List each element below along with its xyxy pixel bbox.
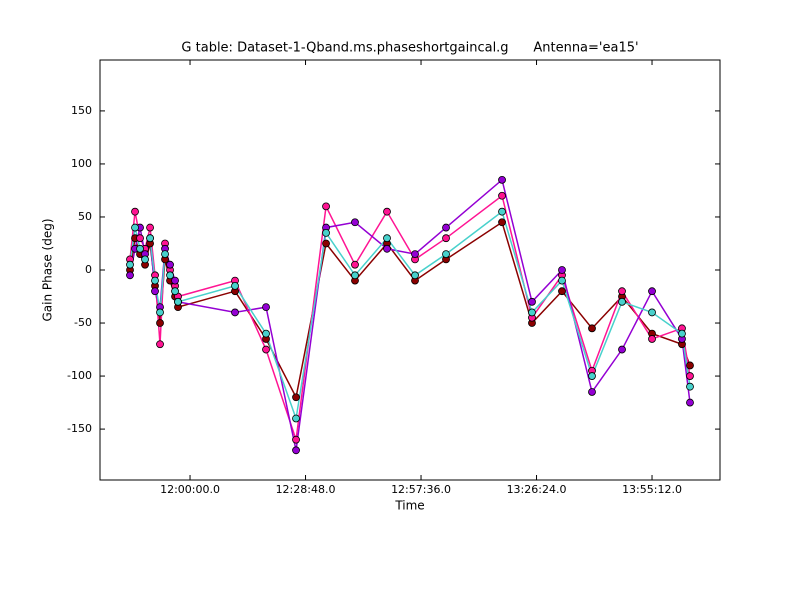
data-point (141, 255, 149, 264)
x-tick-label: 12:57:36.0 (391, 483, 451, 496)
data-point (411, 250, 419, 258)
data-point (262, 345, 270, 354)
data-point (166, 271, 174, 280)
plot-area (126, 175, 694, 455)
data-point (351, 218, 359, 227)
data-point (322, 202, 330, 211)
data-point (383, 244, 391, 253)
data-point (351, 271, 359, 280)
data-point (146, 223, 154, 232)
data-point (383, 234, 391, 243)
data-point (498, 175, 506, 184)
data-point (171, 276, 179, 285)
data-point (588, 388, 596, 396)
y-tick-label: 50 (78, 210, 92, 223)
y-tick-label: 0 (85, 263, 92, 276)
data-point (151, 287, 159, 296)
data-point (292, 414, 300, 423)
data-point (231, 282, 239, 290)
data-point (231, 308, 239, 317)
data-point (678, 329, 686, 338)
data-point (411, 271, 419, 280)
data-point (322, 239, 330, 248)
data-point (686, 372, 694, 380)
data-point (686, 398, 694, 407)
data-point (588, 324, 596, 333)
data-point (171, 287, 179, 296)
data-point (156, 308, 164, 317)
data-point (131, 223, 139, 232)
data-point (442, 223, 450, 232)
data-point (292, 393, 300, 402)
x-tick-label: 13:26:24.0 (507, 483, 567, 496)
data-point (156, 340, 164, 349)
data-point (618, 297, 626, 306)
y-tick-label: 150 (71, 104, 92, 117)
x-tick-label: 12:28:48.0 (276, 483, 336, 496)
data-point (528, 297, 536, 306)
data-point (131, 207, 139, 216)
data-point (156, 319, 164, 327)
data-point (588, 372, 596, 380)
data-point (618, 287, 626, 296)
data-point (146, 234, 154, 243)
data-point (292, 446, 300, 455)
y-tick-label: -50 (74, 316, 92, 329)
y-tick-label: 100 (71, 157, 92, 170)
data-point (292, 435, 300, 444)
data-point (322, 228, 330, 237)
data-point (498, 218, 506, 227)
data-point (498, 191, 506, 200)
chart-title: G table: Dataset-1-Qband.ms.phaseshortga… (181, 41, 638, 56)
data-point (126, 271, 134, 280)
data-point (151, 276, 159, 285)
data-point (262, 303, 270, 312)
x-axis-label: Time (394, 499, 424, 513)
x-tick-label: 13:55:12.0 (622, 483, 682, 496)
data-point (174, 297, 182, 306)
data-point (618, 345, 626, 354)
data-point (686, 361, 694, 370)
data-point (262, 329, 270, 338)
data-point (136, 244, 144, 253)
data-point (442, 250, 450, 258)
y-axis-label: Gain Phase (deg) (41, 218, 55, 321)
data-point (442, 234, 450, 243)
data-point (558, 266, 566, 274)
data-point (136, 234, 144, 243)
data-point (383, 207, 391, 216)
data-point (558, 276, 566, 285)
y-tick-label: -100 (67, 369, 92, 382)
data-point (161, 250, 169, 258)
data-point (498, 207, 506, 216)
data-point (126, 260, 134, 269)
x-tick-label: 12:00:00.0 (160, 483, 220, 496)
data-point (558, 287, 566, 296)
y-tick-label: -150 (67, 422, 92, 435)
data-point (648, 335, 656, 343)
data-point (528, 308, 536, 317)
data-point (166, 260, 174, 269)
data-point (686, 382, 694, 391)
data-point (351, 260, 359, 269)
data-point (648, 287, 656, 296)
data-point (648, 308, 656, 317)
